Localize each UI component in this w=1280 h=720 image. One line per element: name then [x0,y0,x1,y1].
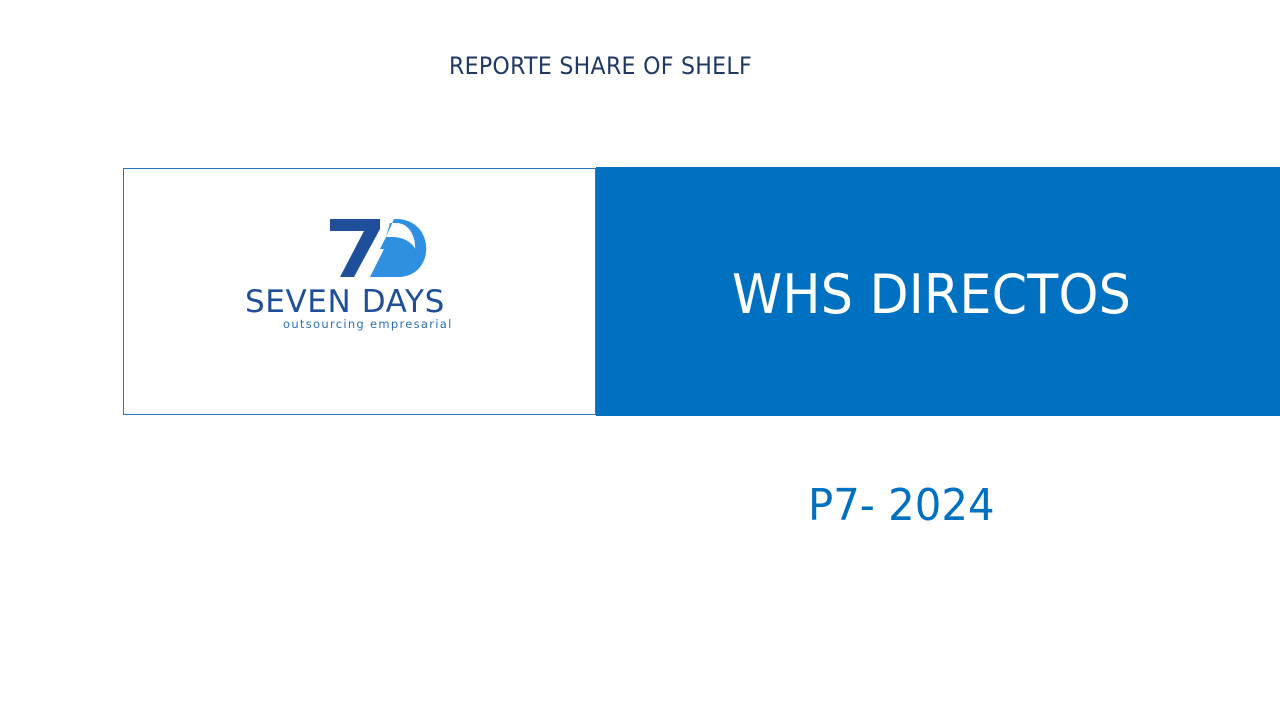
logo-box: SEVEN DAYS outsourcing empresarial [123,168,596,415]
logo-tagline: outsourcing empresarial [283,317,453,331]
band-title: WHS DIRECTOS [732,263,1132,326]
report-title: REPORTE SHARE OF SHELF [449,52,752,80]
logo-name: SEVEN DAYS [245,284,445,320]
period-label: P7- 2024 [808,480,995,531]
seven-days-logo-mark-icon [330,219,427,277]
title-band: WHS DIRECTOS [596,167,1280,416]
